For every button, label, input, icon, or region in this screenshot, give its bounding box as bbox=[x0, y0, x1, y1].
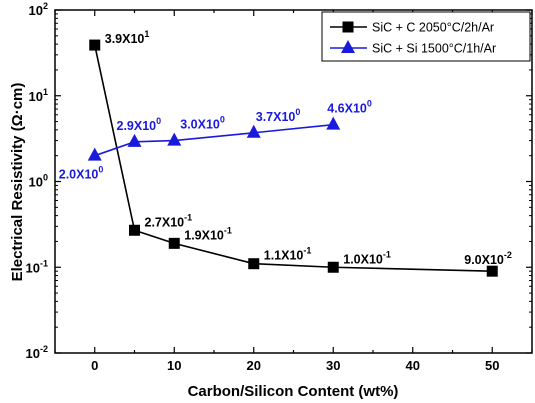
data-point bbox=[127, 133, 142, 147]
y-tick-label: 101 bbox=[29, 87, 48, 104]
data-point bbox=[167, 132, 182, 146]
legend-marker bbox=[341, 40, 355, 53]
data-point bbox=[486, 265, 498, 277]
data-point bbox=[87, 147, 102, 161]
y-tick-label: 10-2 bbox=[26, 344, 48, 361]
data-label: 2.0X100 bbox=[59, 165, 104, 182]
data-label: 1.9X10-1 bbox=[184, 225, 232, 242]
data-point bbox=[129, 224, 140, 236]
data-label: 3.0X100 bbox=[180, 115, 225, 132]
data-point bbox=[246, 124, 261, 138]
legend-label: SiC + C 2050°C/2h/Ar bbox=[372, 21, 494, 35]
data-point bbox=[168, 237, 180, 249]
data-point bbox=[248, 258, 260, 270]
x-tick-label: 10 bbox=[167, 358, 181, 373]
data-point bbox=[89, 39, 101, 51]
series-line bbox=[93, 44, 493, 272]
x-tick-label: 20 bbox=[247, 358, 261, 373]
x-axis-title: Carbon/Silicon Content (wt%) bbox=[188, 383, 399, 400]
data-label: 4.6X100 bbox=[327, 99, 372, 116]
legend-marker bbox=[342, 21, 354, 33]
data-label: 3.7X100 bbox=[256, 107, 301, 124]
y-tick-label: 100 bbox=[29, 173, 48, 190]
x-tick-label: 40 bbox=[406, 358, 420, 373]
y-tick-label: 102 bbox=[29, 1, 48, 18]
legend: SiC + C 2050°C/2h/Ar SiC + Si 1500°C/1h/A… bbox=[321, 11, 531, 62]
data-point bbox=[327, 261, 339, 273]
data-point bbox=[326, 116, 341, 130]
y-tick-label: 10-1 bbox=[26, 258, 48, 275]
legend-label: SiC + Si 1500°C/1h/Ar bbox=[372, 42, 496, 56]
data-label: 9.0X10-2 bbox=[464, 250, 512, 267]
x-tick-label: 30 bbox=[326, 358, 340, 373]
data-label: 3.9X101 bbox=[105, 29, 150, 46]
data-label: 2.9X100 bbox=[117, 116, 162, 133]
data-label: 1.0X10-1 bbox=[343, 249, 391, 266]
x-tick-label: 50 bbox=[485, 358, 499, 373]
y-axis-title: Electrical Resistivity (Ω·cm) bbox=[9, 83, 26, 282]
legend-box bbox=[321, 11, 531, 62]
series-layer bbox=[87, 39, 498, 277]
data-label: 1.1X10-1 bbox=[264, 246, 312, 263]
x-tick-label: 0 bbox=[91, 358, 98, 373]
data-labels-layer: 3.9X101 2.7X10-11.9X10-1 1.1X10-1 1.0X10-1 9… bbox=[59, 29, 512, 267]
data-label: 2.7X10-1 bbox=[145, 212, 193, 229]
